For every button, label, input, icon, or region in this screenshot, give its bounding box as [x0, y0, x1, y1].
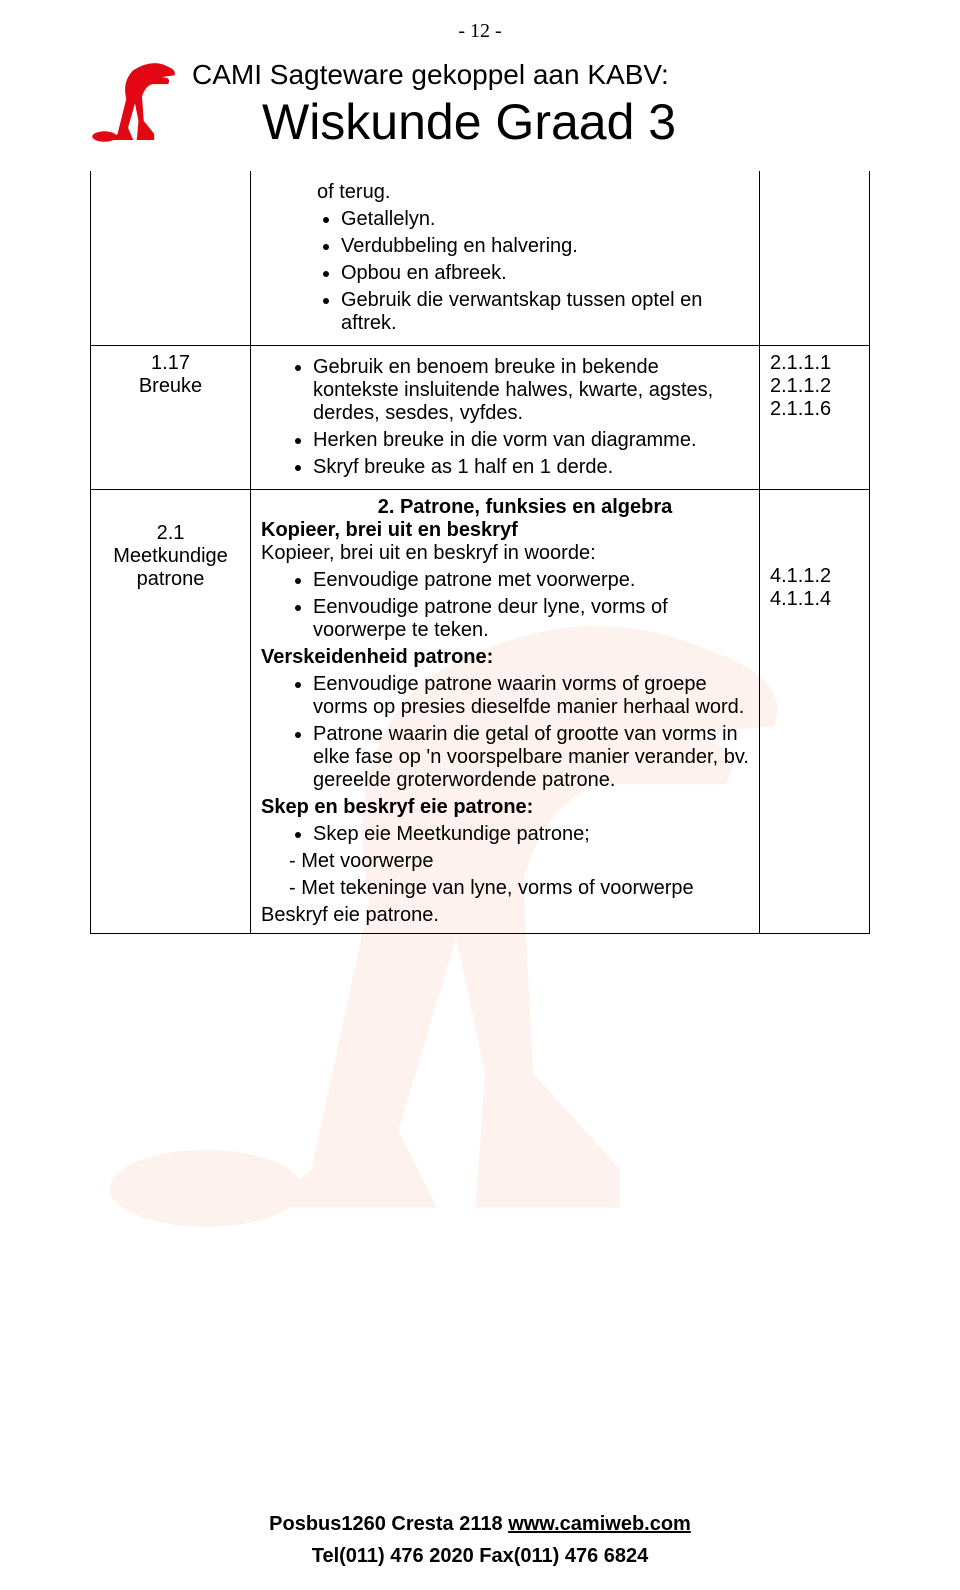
list-item: Met tekeninge van lyne, vorms of voorwer… — [289, 877, 749, 900]
section-heading: 2. Patrone, funksies en algebra — [261, 496, 749, 519]
ref-code: 2.1.1.2 — [770, 375, 859, 398]
topic-label: Breuke — [101, 375, 240, 398]
list-item: Eenvoudige patrone met voorwerpe. — [313, 569, 749, 592]
topic-number: 1.17 — [101, 352, 240, 375]
list-item: Eenvoudige patrone deur lyne, vorms of v… — [313, 596, 749, 642]
page-number: - 12 - — [90, 20, 870, 43]
table-row: 2.1 Meetkundige patrone 2. Patrone, funk… — [91, 490, 870, 934]
topic-label: Meetkundige patrone — [101, 545, 240, 591]
ref-code: 2.1.1.6 — [770, 398, 859, 421]
topic-cell: 1.17 Breuke — [91, 346, 251, 490]
list-item: Gebruik die verwantskap tussen optel en … — [341, 289, 749, 335]
table-row: of terug. Getallelyn. Verdubbeling en ha… — [91, 171, 870, 346]
ref-code: 4.1.1.4 — [770, 588, 859, 611]
list-item: Met voorwerpe — [289, 850, 749, 873]
list-item: Opbou en afbreek. — [341, 262, 749, 285]
footer-address: Posbus1260 Cresta 2118 — [269, 1513, 508, 1535]
list-item: Patrone waarin die getal of grootte van … — [313, 723, 749, 792]
list-item: of terug. — [317, 181, 749, 204]
content-cell: 2. Patrone, funksies en algebra Kopieer,… — [251, 490, 760, 934]
block-heading: Skep en beskryf eie patrone: — [261, 796, 749, 819]
ref-code — [770, 542, 859, 565]
list-item: Herken breuke in die vorm van diagramme. — [313, 429, 749, 452]
footer-url: www.camiweb.com — [508, 1513, 691, 1535]
ref-code — [770, 519, 859, 542]
table-row: 1.17 Breuke Gebruik en benoem breuke in … — [91, 346, 870, 490]
ref-cell — [760, 171, 870, 346]
list-item: Getallelyn. — [341, 208, 749, 231]
page-footer: Posbus1260 Cresta 2118 www.camiweb.com T… — [0, 1508, 960, 1572]
curriculum-table: of terug. Getallelyn. Verdubbeling en ha… — [90, 171, 870, 934]
document-subtitle: CAMI Sagteware gekoppel aan KABV: — [192, 59, 676, 91]
list-item: Eenvoudige patrone waarin vorms of groep… — [313, 673, 749, 719]
list-item: Gebruik en benoem breuke in bekende kont… — [313, 356, 749, 425]
list-item: Skep eie Meetkundige patrone; — [313, 823, 749, 846]
ref-code — [770, 496, 859, 519]
block-text: Kopieer, brei uit en beskryf in woorde: — [261, 542, 749, 565]
content-cell: Gebruik en benoem breuke in bekende kont… — [251, 346, 760, 490]
block-heading: Verskeidenheid patrone: — [261, 646, 749, 669]
ref-code: 4.1.1.2 — [770, 565, 859, 588]
cami-logo-icon — [90, 51, 180, 147]
block-heading: Kopieer, brei uit en beskryf — [261, 519, 749, 542]
ref-cell: 2.1.1.1 2.1.1.2 2.1.1.6 — [760, 346, 870, 490]
topic-cell: 2.1 Meetkundige patrone — [91, 490, 251, 934]
footer-phone: Tel(011) 476 2020 Fax(011) 476 6824 — [0, 1540, 960, 1572]
content-cell: of terug. Getallelyn. Verdubbeling en ha… — [251, 171, 760, 346]
list-item: Skryf breuke as 1 half en 1 derde. — [313, 456, 749, 479]
topic-cell — [91, 171, 251, 346]
topic-number: 2.1 — [101, 522, 240, 545]
block-text: Beskryf eie patrone. — [261, 904, 749, 927]
ref-cell: 4.1.1.2 4.1.1.4 — [760, 490, 870, 934]
document-header: CAMI Sagteware gekoppel aan KABV: Wiskun… — [90, 51, 870, 151]
list-item: Verdubbeling en halvering. — [341, 235, 749, 258]
document-title: Wiskunde Graad 3 — [262, 93, 676, 151]
ref-code: 2.1.1.1 — [770, 352, 859, 375]
